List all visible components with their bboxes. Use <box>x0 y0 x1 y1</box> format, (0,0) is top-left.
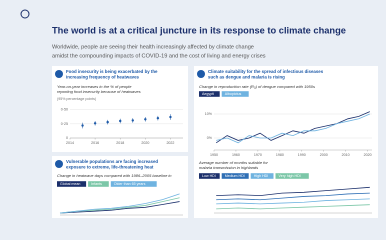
legend-swatch <box>250 173 274 179</box>
point <box>93 122 97 125</box>
x-tick-label: 2010 <box>342 153 350 157</box>
legend-label: High HDI <box>254 174 269 178</box>
legend-swatch <box>221 91 249 97</box>
icon <box>55 70 63 78</box>
point <box>144 118 147 121</box>
legend-swatch <box>221 173 249 179</box>
series-line <box>216 113 370 144</box>
legend-swatch <box>110 181 157 187</box>
panel-heading: Climate suitability for the spread of in… <box>208 69 324 74</box>
x-tick-label: 1960 <box>232 153 240 157</box>
point <box>106 120 109 124</box>
panel-heading: Food insecurity is being exacerbated by … <box>66 69 158 74</box>
panel-heading: such as dengue and malaria is rising <box>208 75 285 80</box>
icon <box>197 70 205 78</box>
x-tick-label: 2016 <box>91 141 99 145</box>
point <box>169 115 172 119</box>
x-tick-label: 1980 <box>276 153 284 157</box>
panel <box>52 66 188 152</box>
series-line <box>216 186 370 197</box>
panel-heading: exposure to extreme, life-threatening he… <box>66 165 154 170</box>
y-tick-label: 0 <box>66 136 68 140</box>
logo <box>20 9 30 19</box>
series-line <box>216 192 370 201</box>
series-line <box>215 111 370 144</box>
legend-label: Aegypti <box>202 92 214 96</box>
icon <box>55 160 63 168</box>
infographic: The world is at a critical juncture in i… <box>20 9 378 218</box>
subtitle: Worldwide, people are seeing their healt… <box>52 44 254 50</box>
legend-swatch <box>88 181 109 187</box>
point <box>81 124 84 127</box>
legend-label: Low HDI <box>202 174 216 178</box>
panel-heading: Vulnerable populations are facing increa… <box>66 159 158 164</box>
y-tick-label: 0·25 <box>61 122 68 126</box>
x-tick-label: 2020 <box>364 153 372 157</box>
caption: Change in reproduction rate (R₀) of deng… <box>199 84 315 89</box>
legend-label: Global mean <box>60 182 80 186</box>
legend-swatch <box>57 181 87 187</box>
legend-swatch <box>275 173 309 179</box>
x-tick-label: 2022 <box>166 141 174 145</box>
x-tick-label: 1950 <box>210 153 218 157</box>
title: The world is at a critical juncture in i… <box>52 25 346 35</box>
caption: malaria transmission in highlands <box>199 165 258 170</box>
x-tick-label: 2000 <box>320 153 328 157</box>
series-line <box>216 204 370 210</box>
legend-label: Older than 65 years <box>114 182 146 186</box>
y-tick-label: 0% <box>207 136 213 140</box>
point <box>131 119 134 122</box>
legend-swatch <box>199 173 220 179</box>
unit: (95% percentage points) <box>57 97 96 101</box>
caption: Year-on-year increases in the % of peopl… <box>57 84 132 89</box>
series-line <box>59 201 180 214</box>
legend-label: Very high HDI <box>279 174 301 178</box>
x-tick-label: 2018 <box>116 141 124 145</box>
x-tick-label: 2020 <box>141 141 149 145</box>
caption: Change in heatwave days compared with 19… <box>57 173 172 178</box>
panel-heading: increasing frequency of heatwaves <box>66 75 140 80</box>
legend-label: Albopictus <box>225 92 242 96</box>
point <box>119 119 122 123</box>
point <box>156 116 160 120</box>
legend-swatch <box>199 91 220 97</box>
legend-label: Medium HDI <box>225 174 245 178</box>
legend-label: Infants <box>91 182 102 186</box>
y-tick-label: 0·50 <box>61 108 68 112</box>
caption: Average number of months suitable for <box>198 160 269 165</box>
x-tick-label: 1990 <box>298 153 306 157</box>
series-line <box>59 193 180 214</box>
series-line <box>216 198 370 205</box>
subtitle: amidst the compounding impacts of COVID-… <box>52 53 266 59</box>
x-tick-label: 2014 <box>66 141 74 145</box>
x-tick-label: 1970 <box>254 153 262 157</box>
y-tick-label: 10% <box>205 112 213 116</box>
caption: reporting food insecurity because of hea… <box>57 89 141 94</box>
